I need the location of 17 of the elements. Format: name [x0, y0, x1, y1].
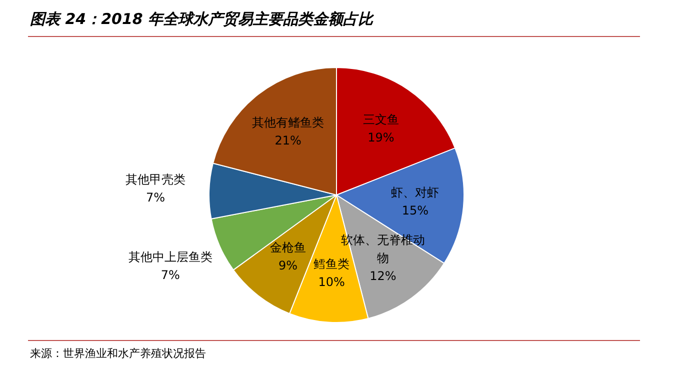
- slice-label: 其他甲壳类: [126, 172, 186, 186]
- slice-label: 虾、对虾: [391, 186, 440, 200]
- slice-label: 鳕鱼类: [314, 257, 350, 272]
- data-label: 7%: [146, 190, 166, 204]
- data-label: 15%: [402, 204, 429, 218]
- data-label: 9%: [278, 258, 298, 273]
- slice-label: 金枪鱼: [270, 240, 306, 255]
- slice-label: 其他中上层鱼类: [128, 250, 212, 264]
- data-label: 12%: [370, 269, 396, 284]
- source-note: 来源：世界渔业和水产养殖状况报告: [30, 346, 206, 361]
- slice-label: 其他有鳍鱼类: [252, 116, 324, 130]
- data-label: 10%: [318, 275, 345, 290]
- data-label: 19%: [368, 130, 394, 145]
- slice-label: 三文鱼: [362, 112, 399, 127]
- data-label: 7%: [160, 268, 180, 282]
- data-label: 21%: [274, 134, 302, 148]
- chart-title: 图表 24：2018 年全球水产贸易主要品类金额占比: [30, 10, 374, 29]
